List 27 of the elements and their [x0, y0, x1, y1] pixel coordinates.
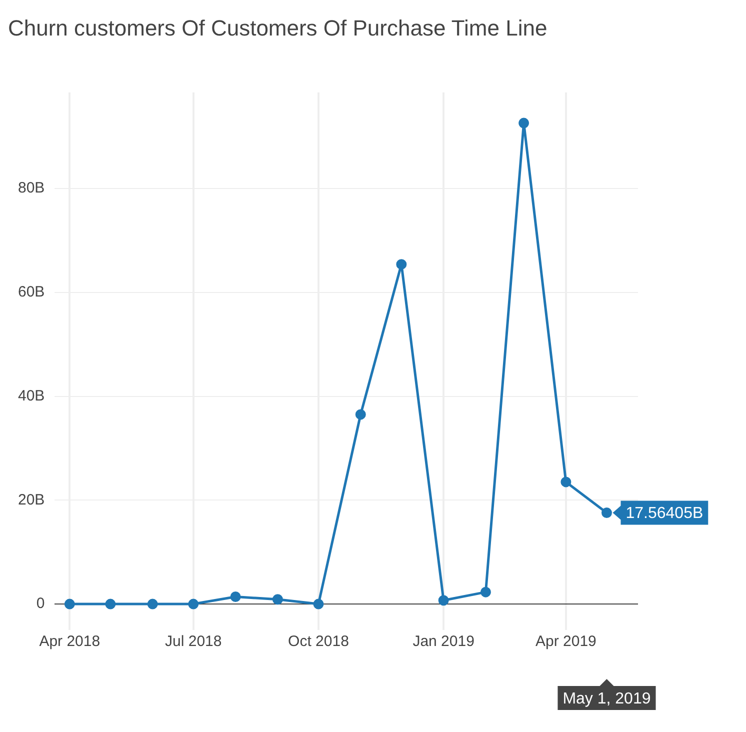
point [396, 259, 407, 270]
point [601, 508, 612, 518]
y-tick-label: 0 [36, 595, 45, 612]
point [272, 594, 283, 605]
point [105, 598, 116, 610]
y-tick-label: 40B [18, 387, 45, 404]
x-tick-label: Apr 2018 [39, 633, 100, 650]
x-tick-label: Jan 2019 [412, 633, 474, 650]
point [64, 598, 75, 610]
text: May 1, 2019 [562, 690, 651, 708]
y-tick-label: 60B [18, 284, 45, 301]
point [518, 118, 530, 128]
x-tick-label: Apr 2019 [535, 633, 596, 650]
chart-title: Churn customers Of Customers Of Purchase Time Line [8, 15, 548, 40]
point [313, 598, 324, 610]
x-tick-label: Oct 2018 [288, 633, 349, 650]
annotation: 17.56405B [626, 505, 704, 522]
point [355, 409, 366, 420]
point [560, 476, 572, 488]
x-tick-label: Jul 2018 [165, 633, 222, 650]
y-tick-label: 80B [18, 180, 45, 197]
point [480, 586, 491, 598]
y-tick-label: 20B [18, 491, 45, 508]
point [230, 592, 241, 602]
point [188, 598, 199, 610]
point [438, 595, 449, 606]
point [147, 598, 158, 610]
